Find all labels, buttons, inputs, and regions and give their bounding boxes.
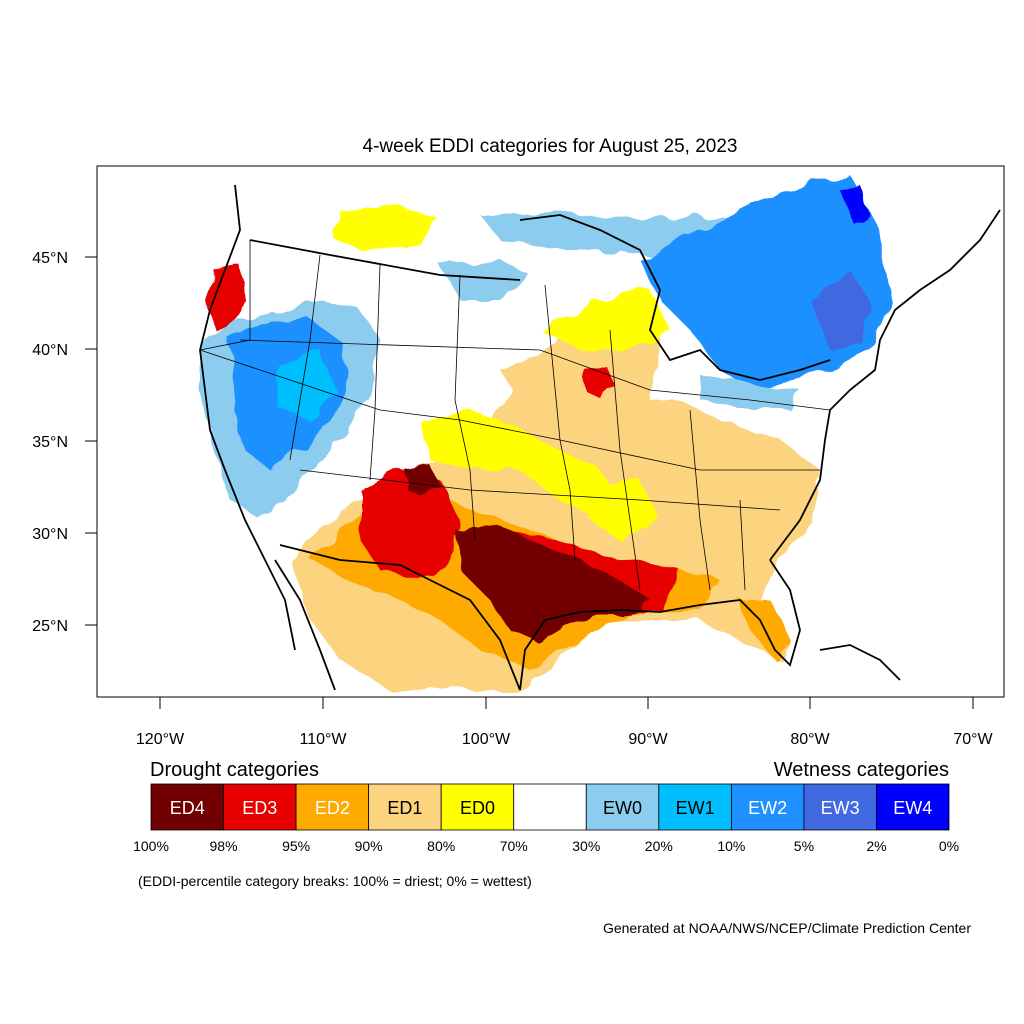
legend-label-ed4: ED4 bbox=[170, 798, 205, 818]
border-2 bbox=[289, 254, 321, 461]
credit-line: Generated at NOAA/NWS/NCEP/Climate Predi… bbox=[603, 920, 971, 936]
legend-label-ew0: EW0 bbox=[603, 798, 642, 818]
lat-label-25: 25°N bbox=[32, 618, 68, 635]
drought-categories-heading: Drought categories bbox=[150, 759, 319, 781]
lat-label-45: 45°N bbox=[32, 250, 68, 267]
legend-break-1: 98% bbox=[210, 838, 238, 854]
longitude-axis: 120°W 110°W 100°W 90°W 80°W 70°W bbox=[136, 697, 994, 748]
legend-swatch-ew4 bbox=[876, 783, 950, 831]
region-ed4-nm bbox=[405, 465, 440, 495]
legend-swatch-ed1 bbox=[368, 783, 442, 831]
legend-label-ew1: EW1 bbox=[676, 798, 715, 818]
latitude-axis: 45°N 40°N 35°N 30°N 25°N bbox=[32, 250, 97, 635]
lon-label-100: 100°W bbox=[462, 731, 511, 748]
lon-label-80: 80°W bbox=[790, 731, 830, 748]
border-3 bbox=[369, 264, 381, 481]
legend-swatch-ed0 bbox=[440, 783, 515, 831]
gulf-coast-line bbox=[519, 559, 801, 691]
legend-break-11: 0% bbox=[939, 838, 959, 854]
canada-border bbox=[249, 239, 521, 281]
lat-label-30: 30°N bbox=[32, 526, 68, 543]
legend-break-5: 70% bbox=[500, 838, 528, 854]
legend-swatch-ew2 bbox=[730, 783, 805, 831]
legend-swatch-ew1 bbox=[658, 783, 732, 831]
border-9 bbox=[299, 469, 781, 511]
region-ed3-iowa bbox=[585, 365, 615, 398]
legend-swatch-ed3 bbox=[223, 783, 297, 831]
legend-label-ed2: ED2 bbox=[315, 798, 350, 818]
border-10 bbox=[689, 409, 711, 591]
legend-break-8: 10% bbox=[717, 838, 745, 854]
region-ed0-southeast bbox=[590, 480, 660, 540]
region-ed3-newmexico bbox=[360, 470, 460, 580]
wetness-categories-heading: Wetness categories bbox=[774, 759, 949, 781]
legend-swatch-neutral bbox=[513, 783, 587, 831]
great-lakes-line bbox=[519, 214, 831, 381]
state-borders bbox=[199, 240, 831, 591]
legend-label-ew2: EW2 bbox=[748, 798, 787, 818]
legend-break-10: 2% bbox=[866, 838, 886, 854]
border-8 bbox=[239, 339, 831, 411]
lat-label-40: 40°N bbox=[32, 342, 68, 359]
legend-label-ew3: EW3 bbox=[821, 798, 860, 818]
legend-swatch-ew3 bbox=[803, 783, 877, 831]
lon-label-110: 110°W bbox=[299, 731, 347, 748]
legend-break-9: 5% bbox=[794, 838, 814, 854]
region-ed0-north bbox=[330, 205, 440, 250]
region-ed0-midwest bbox=[540, 290, 670, 350]
legend-label-ew4: EW4 bbox=[893, 798, 932, 818]
border-7 bbox=[199, 349, 820, 471]
cuba-line bbox=[819, 644, 901, 681]
legend-break-7: 20% bbox=[645, 838, 673, 854]
mexico-border bbox=[279, 544, 521, 691]
west-coast-line bbox=[199, 184, 296, 651]
coastlines bbox=[199, 184, 1001, 691]
region-ew3-newengland bbox=[810, 270, 870, 350]
baja-line bbox=[274, 559, 336, 691]
legend-swatch-ew0 bbox=[585, 783, 660, 831]
legend-break-6: 30% bbox=[572, 838, 600, 854]
legend-break-2: 95% bbox=[282, 838, 310, 854]
lon-label-90: 90°W bbox=[628, 731, 668, 748]
border-6 bbox=[609, 329, 641, 591]
legend-label-ed3: ED3 bbox=[242, 798, 277, 818]
legend-swatch-ed4 bbox=[150, 783, 224, 831]
region-ew0-northeast bbox=[700, 375, 800, 410]
legend-break-0: 100% bbox=[133, 838, 169, 854]
lat-label-35: 35°N bbox=[32, 434, 68, 451]
region-ew0-dakota bbox=[440, 260, 530, 300]
map-title: 4-week EDDI categories for August 25, 20… bbox=[363, 136, 738, 157]
region-ed3-westcoast bbox=[205, 265, 245, 330]
map-area bbox=[199, 175, 1001, 691]
legend-break-3: 90% bbox=[355, 838, 383, 854]
category-regions bbox=[200, 175, 890, 690]
region-ew4-maine bbox=[840, 185, 870, 225]
legend-break-labels: 100% 98% 95% 90% 80% 70% 30% 20% 10% 5% 2% 0% bbox=[133, 838, 959, 854]
legend-label-ed0: ED0 bbox=[460, 798, 495, 818]
legend-color-bar: ED4 ED3 ED2 ED1 ED0 EW0 EW1 EW2 EW3 EW4 bbox=[150, 783, 950, 831]
border-5 bbox=[544, 284, 576, 561]
legend-break-4: 80% bbox=[427, 838, 455, 854]
border-4 bbox=[454, 274, 476, 541]
legend-label-ed1: ED1 bbox=[387, 798, 422, 818]
lon-label-120: 120°W bbox=[136, 731, 185, 748]
category-breaks-note: (EDDI-percentile category breaks: 100% =… bbox=[138, 873, 532, 889]
legend-swatch-ed2 bbox=[295, 783, 370, 831]
east-coast-line bbox=[769, 209, 1001, 561]
lon-label-70: 70°W bbox=[953, 731, 993, 748]
map-border bbox=[96, 165, 1005, 698]
border-11 bbox=[739, 499, 746, 591]
